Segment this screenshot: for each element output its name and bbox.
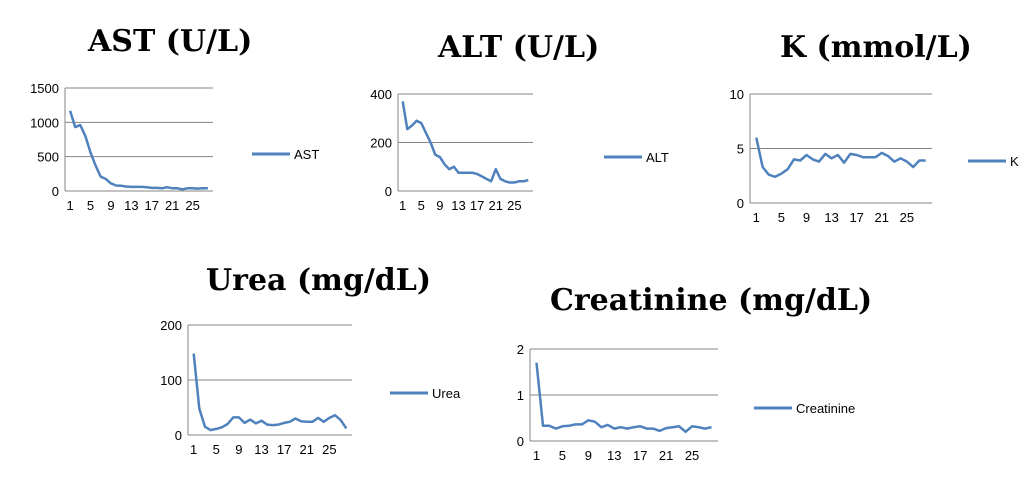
x-tick-label: 25 (685, 448, 699, 463)
x-tick-label: 25 (507, 198, 521, 213)
x-tick-label: 17 (633, 448, 647, 463)
x-tick-label: 1 (753, 210, 760, 225)
x-tick-label: 17 (145, 198, 159, 213)
x-tick-label: 13 (607, 448, 621, 463)
x-tick-label: 1 (399, 198, 406, 213)
series-line-ast (68, 110, 208, 191)
chart-title: Creatinine (mg/dL) (550, 283, 873, 318)
series-line-urea (192, 353, 348, 432)
y-tick-label: 500 (37, 150, 59, 165)
x-tick-label: 17 (470, 198, 484, 213)
y-tick-label: 200 (370, 136, 392, 151)
y-tick-label: 0 (517, 434, 524, 449)
legend-label: Urea (432, 386, 461, 401)
chart-plot: 0 200 400 1 5 9 13 17 21 25 ALT (370, 87, 669, 213)
y-tick-label: 1500 (30, 81, 59, 96)
chart-plot: 0 500 1000 1500 1 5 9 13 17 21 25 AST (30, 81, 319, 213)
y-tick-label: 0 (52, 184, 59, 199)
chart-title: K (mmol/L) (780, 30, 972, 65)
x-tick-label: 5 (778, 210, 785, 225)
x-tick-label: 9 (235, 442, 242, 457)
x-tick-label: 5 (87, 198, 94, 213)
y-tick-label: 200 (160, 318, 182, 333)
y-tick-label: 2 (517, 342, 524, 357)
x-tick-label: 25 (322, 442, 336, 457)
x-tick-label: 9 (107, 198, 114, 213)
x-tick-label: 21 (165, 198, 179, 213)
x-tick-label: 25 (185, 198, 199, 213)
x-tick-label: 1 (66, 198, 73, 213)
x-tick-label: 21 (300, 442, 314, 457)
y-tick-label: 100 (160, 373, 182, 388)
x-tick-label: 9 (803, 210, 810, 225)
y-tick-label: 400 (370, 87, 392, 102)
series-line-k (755, 137, 926, 179)
y-tick-label: 1000 (30, 115, 59, 130)
x-tick-label: 5 (213, 442, 220, 457)
y-tick-label: 5 (737, 142, 744, 157)
chart-plot: 0 100 200 1 5 9 13 17 21 25 Urea (160, 318, 461, 457)
y-tick-label: 10 (730, 87, 744, 102)
y-tick-label: 0 (385, 184, 392, 199)
x-tick-label: 13 (451, 198, 465, 213)
x-tick-label: 25 (900, 210, 914, 225)
x-tick-label: 5 (559, 448, 566, 463)
x-tick-label: 21 (875, 210, 889, 225)
y-tick-label: 0 (737, 196, 744, 211)
legend-label: Creatinine (796, 401, 855, 416)
chart-title: AST (U/L) (88, 24, 253, 59)
x-tick-label: 21 (659, 448, 673, 463)
y-tick-label: 1 (517, 388, 524, 403)
y-tick-label: 0 (175, 428, 182, 443)
x-tick-label: 9 (585, 448, 592, 463)
chart-title: ALT (U/L) (438, 30, 600, 65)
series-line-alt (401, 101, 529, 184)
legend-label: ALT (646, 150, 669, 165)
x-tick-label: 13 (254, 442, 268, 457)
x-tick-label: 5 (418, 198, 425, 213)
x-tick-label: 1 (533, 448, 540, 463)
legend-label: AST (294, 147, 319, 162)
x-tick-label: 13 (824, 210, 838, 225)
x-tick-label: 17 (277, 442, 291, 457)
x-tick-label: 9 (436, 198, 443, 213)
series-line-creatinine (535, 362, 712, 434)
x-tick-label: 1 (190, 442, 197, 457)
legend-label: K (1010, 154, 1019, 169)
x-tick-label: 13 (124, 198, 138, 213)
x-tick-label: 21 (489, 198, 503, 213)
chart-title: Urea (mg/dL) (206, 263, 432, 298)
x-tick-label: 17 (849, 210, 863, 225)
